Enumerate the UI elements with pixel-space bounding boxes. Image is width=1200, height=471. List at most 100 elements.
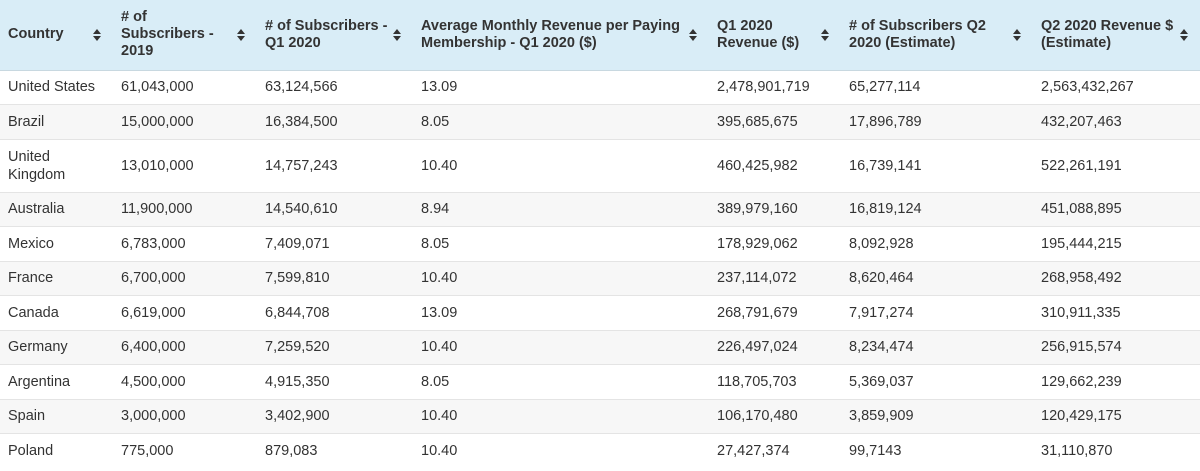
cell-subscribers-q2-estimate: 7,917,274 [841, 295, 1033, 331]
cell-subscribers-q1-2020: 879,083 [265, 443, 318, 459]
sort-icon[interactable] [1013, 28, 1021, 41]
column-header-avg-monthly-revenue[interactable]: Average Monthly Revenue per Paying Membe… [413, 0, 709, 71]
cell-subscribers-q1-2020: 16,384,500 [257, 104, 413, 140]
cell-avg-monthly-revenue: 13.09 [413, 295, 709, 331]
sort-icon[interactable] [93, 28, 101, 41]
cell-q2-revenue-estimate: 432,207,463 [1033, 104, 1200, 140]
table-body: United States 61,043,000 63,124,566 13.09 2,… [0, 70, 1200, 468]
cell-country: France [0, 261, 113, 296]
column-header-label: Q1 2020 Revenue ($) [717, 17, 800, 51]
cell-q2-revenue-estimate: 120,429,175 [1033, 399, 1200, 434]
sort-icon[interactable] [821, 28, 829, 41]
cell-q1-revenue: 106,170,480 [709, 399, 841, 434]
column-header-label: Average Monthly Revenue per Paying Membe… [421, 17, 680, 51]
cell-subscribers-q1-2020: 63,124,566 [257, 70, 413, 105]
table-header: Country # of Subscribers - 2019 # of Sub… [0, 0, 1200, 71]
cell-q2-revenue-estimate: 256,915,574 [1033, 330, 1200, 365]
cell-country: Spain [0, 399, 113, 434]
table-row: Australia 11,900,000 14,540,610 8.94 389,979… [0, 192, 1200, 227]
cell-subscribers-2019: 15,000,000 [113, 104, 257, 140]
cell-avg-monthly-revenue: 10.40 [413, 330, 709, 365]
cell-subscribers-q2-estimate: 99,7143 [849, 443, 902, 459]
column-header-q2-revenue-estimate[interactable]: Q2 2020 Revenue $ (Estimate) [1033, 0, 1200, 71]
cell-subscribers-q2-estimate: 8,092,928 [841, 226, 1033, 262]
cell-subscribers-q1-2020: 14,540,610 [257, 192, 413, 227]
cell-subscribers-q1-2020: 3,402,900 [257, 399, 413, 434]
cell-q2-revenue-estimate: 522,261,191 [1033, 139, 1200, 193]
cell-subscribers-q2-estimate: 5,369,037 [841, 364, 1033, 400]
cell-subscribers-2019: 6,700,000 [113, 261, 257, 296]
cell-avg-monthly-revenue: 10.40 [421, 443, 458, 459]
cell-subscribers-q1-2020: 7,409,071 [257, 226, 413, 262]
cell-avg-monthly-revenue: 8.05 [413, 104, 709, 140]
table-row: United States 61,043,000 63,124,566 13.09 2,… [0, 70, 1200, 105]
cell-q2-revenue-estimate: 31,110,870 [1041, 443, 1113, 459]
cell-q1-revenue: 460,425,982 [709, 139, 841, 193]
cell-country: United States [0, 70, 113, 105]
cell-q1-revenue: 118,705,703 [709, 364, 841, 400]
cell-country: Germany [0, 330, 113, 365]
header-row: Country # of Subscribers - 2019 # of Sub… [0, 0, 1200, 71]
cell-subscribers-2019: 6,400,000 [113, 330, 257, 365]
sort-icon[interactable] [1180, 28, 1188, 41]
cell-avg-monthly-revenue: 8.05 [413, 226, 709, 262]
column-header-label: # of Subscribers - 2019 [121, 9, 214, 60]
cell-subscribers-2019: 13,010,000 [113, 139, 257, 193]
cell-subscribers-2019: 6,783,000 [113, 226, 257, 262]
cell-q2-revenue-estimate: 268,958,492 [1033, 261, 1200, 296]
table-row: United Kingdom 13,010,000 14,757,243 10.40 4… [0, 139, 1200, 193]
cell-q2-revenue-estimate: 451,088,895 [1033, 192, 1200, 227]
cell-avg-monthly-revenue: 10.40 [413, 399, 709, 434]
cell-q2-revenue-estimate: 195,444,215 [1033, 226, 1200, 262]
sort-icon[interactable] [393, 28, 401, 41]
cell-country: Australia [0, 192, 113, 227]
cell-subscribers-2019: 4,500,000 [113, 364, 257, 400]
cell-subscribers-q1-2020: 7,259,520 [257, 330, 413, 365]
column-header-subscribers-2019[interactable]: # of Subscribers - 2019 [113, 0, 257, 71]
cell-avg-monthly-revenue: 10.40 [413, 139, 709, 193]
cell-subscribers-q1-2020: 4,915,350 [257, 364, 413, 400]
cell-subscribers-q2-estimate: 17,896,789 [841, 104, 1033, 140]
cell-country: Argentina [0, 364, 113, 400]
cell-q2-revenue-estimate: 2,563,432,267 [1033, 70, 1200, 105]
sort-icon[interactable] [237, 28, 245, 41]
cell-subscribers-q2-estimate: 8,620,464 [841, 261, 1033, 296]
cell-q2-revenue-estimate: 310,911,335 [1033, 295, 1200, 331]
column-header-subscribers-q1-2020[interactable]: # of Subscribers - Q1 2020 [257, 0, 413, 71]
cell-subscribers-2019: 11,900,000 [113, 192, 257, 227]
cell-subscribers-q2-estimate: 65,277,114 [841, 70, 1033, 105]
cell-subscribers-q1-2020: 14,757,243 [257, 139, 413, 193]
cell-q1-revenue: 226,497,024 [709, 330, 841, 365]
cell-q1-revenue: 27,427,374 [717, 443, 790, 459]
table-row: Brazil 15,000,000 16,384,500 8.05 395,685,67… [0, 104, 1200, 140]
cell-avg-monthly-revenue: 8.05 [413, 364, 709, 400]
cell-subscribers-q1-2020: 7,599,810 [257, 261, 413, 296]
table-row: France 6,700,000 7,599,810 10.40 237,114,072… [0, 261, 1200, 296]
cell-q1-revenue: 268,791,679 [709, 295, 841, 331]
cell-subscribers-q2-estimate: 16,819,124 [841, 192, 1033, 227]
column-header-label: Q2 2020 Revenue $ (Estimate) [1041, 17, 1174, 51]
cell-avg-monthly-revenue: 10.40 [413, 261, 709, 296]
column-header-q1-revenue[interactable]: Q1 2020 Revenue ($) [709, 0, 841, 71]
sort-icon[interactable] [689, 28, 697, 41]
cell-subscribers-q2-estimate: 16,739,141 [841, 139, 1033, 193]
table-row: Spain 3,000,000 3,402,900 10.40 106,170,480 3… [0, 399, 1200, 434]
cell-subscribers-2019: 775,000 [121, 443, 174, 459]
cell-q1-revenue: 2,478,901,719 [709, 70, 841, 105]
column-header-subscribers-q2-estimate[interactable]: # of Subscribers Q2 2020 (Estimate) [841, 0, 1033, 71]
cell-country: Brazil [0, 104, 113, 140]
column-header-label: # of Subscribers Q2 2020 (Estimate) [849, 17, 986, 51]
cell-country: Poland [8, 443, 54, 459]
cell-avg-monthly-revenue: 8.94 [413, 192, 709, 227]
cell-subscribers-q2-estimate: 8,234,474 [841, 330, 1033, 365]
column-header-country[interactable]: Country [0, 0, 113, 71]
cell-country: United Kingdom [0, 139, 113, 193]
cell-subscribers-2019: 6,619,000 [113, 295, 257, 331]
column-header-label: # of Subscribers - Q1 2020 [265, 17, 388, 51]
cell-country: Canada [0, 295, 113, 331]
cell-subscribers-q2-estimate: 3,859,909 [841, 399, 1033, 434]
cell-q1-revenue: 389,979,160 [709, 192, 841, 227]
cell-q1-revenue: 178,929,062 [709, 226, 841, 262]
table-row: Mexico 6,783,000 7,409,071 8.05 178,929,062 8… [0, 226, 1200, 262]
